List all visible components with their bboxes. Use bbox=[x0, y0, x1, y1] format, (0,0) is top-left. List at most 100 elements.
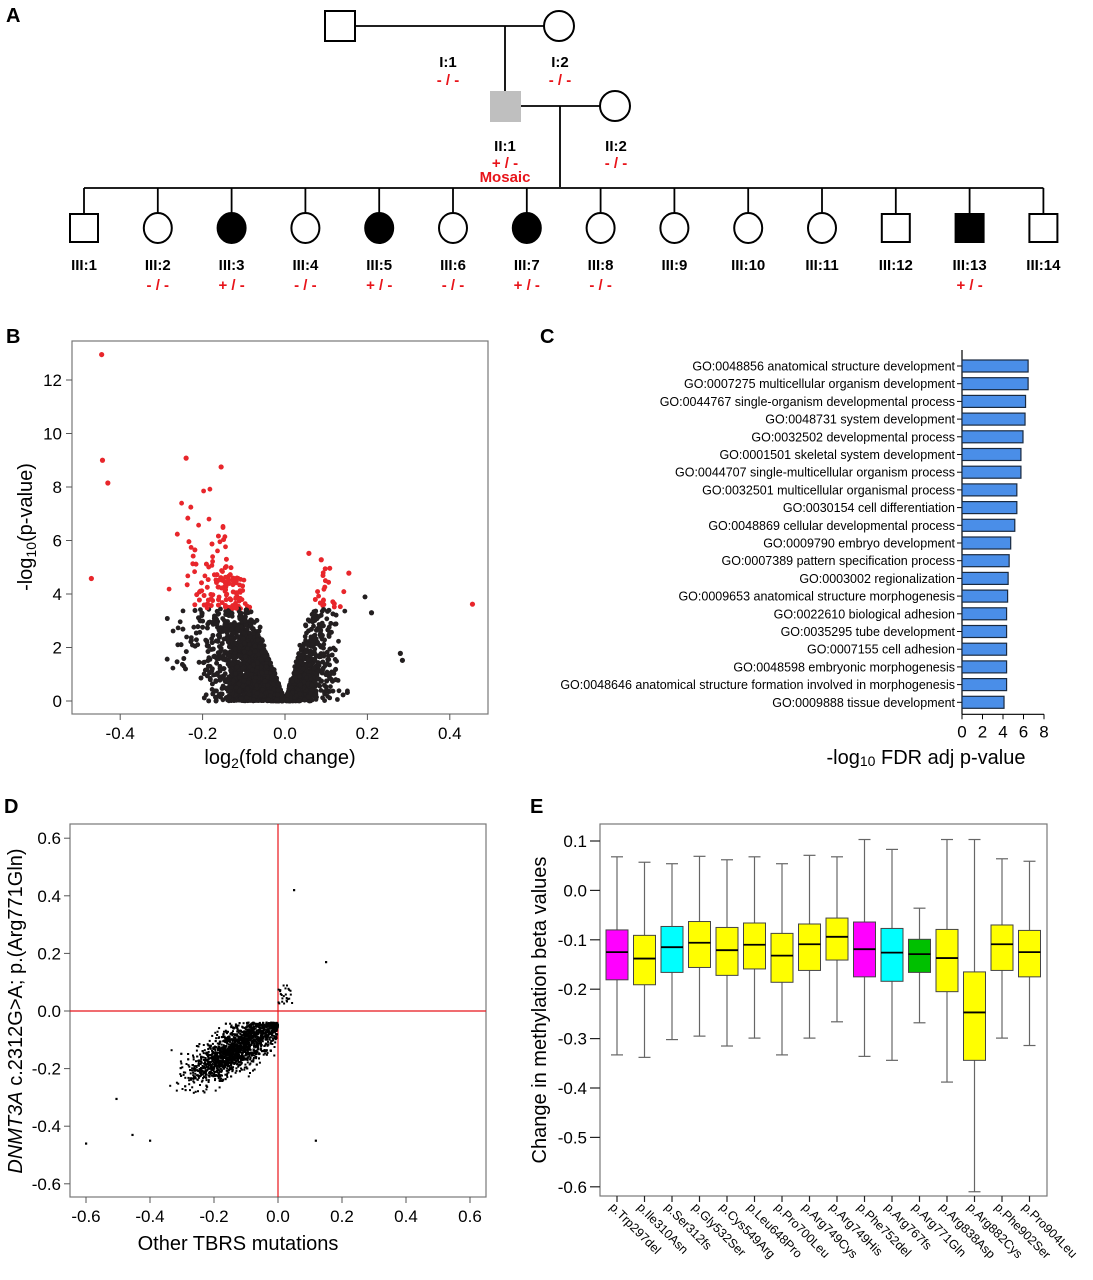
data-point bbox=[254, 618, 260, 623]
data-point bbox=[180, 662, 185, 667]
data-point bbox=[242, 601, 248, 606]
data-point bbox=[345, 690, 350, 695]
data-point bbox=[219, 686, 225, 691]
data-point bbox=[243, 674, 248, 680]
genotype-label: + / - bbox=[218, 277, 244, 294]
x-tick-label: 0.4 bbox=[438, 724, 462, 743]
data-point bbox=[317, 600, 323, 606]
data-point bbox=[170, 665, 176, 671]
panel-letter-d: D bbox=[4, 796, 18, 818]
data-point bbox=[326, 624, 332, 630]
data-point bbox=[175, 625, 181, 631]
data-point bbox=[327, 662, 332, 668]
genotype-label: + / - bbox=[492, 155, 518, 172]
data-point bbox=[211, 654, 217, 659]
individual-id: III:3 bbox=[219, 257, 245, 274]
data-point bbox=[316, 660, 322, 666]
data-point bbox=[232, 650, 238, 656]
data-point bbox=[232, 640, 238, 646]
pedigree-symbol-female bbox=[585, 212, 616, 244]
data-point bbox=[193, 630, 199, 636]
genotype-label: - / - bbox=[147, 277, 170, 294]
data-point bbox=[305, 617, 311, 623]
data-point bbox=[214, 638, 219, 644]
data-point bbox=[164, 656, 170, 662]
pedigree-symbol-female bbox=[599, 90, 631, 122]
data-point bbox=[210, 681, 215, 687]
data-point bbox=[238, 696, 244, 701]
data-point bbox=[241, 577, 247, 583]
panel-letter-e: E bbox=[530, 796, 543, 818]
data-point bbox=[200, 624, 206, 630]
data-point bbox=[322, 637, 327, 643]
data-point bbox=[318, 627, 323, 633]
data-point bbox=[185, 515, 191, 521]
data-point bbox=[217, 539, 223, 545]
individual-id: III:1 bbox=[71, 257, 97, 274]
data-point bbox=[256, 628, 262, 634]
data-point bbox=[331, 671, 337, 676]
data-point bbox=[218, 647, 224, 653]
panel-letter-a: A bbox=[6, 5, 20, 27]
pedigree-symbol-male bbox=[324, 10, 356, 42]
data-point bbox=[166, 586, 172, 592]
data-point bbox=[230, 582, 236, 588]
data-point bbox=[320, 573, 326, 578]
data-point bbox=[224, 556, 229, 562]
data-point bbox=[192, 602, 198, 608]
data-point bbox=[318, 634, 324, 639]
data-point bbox=[247, 642, 253, 647]
data-point bbox=[164, 616, 170, 621]
y-tick-label: 10 bbox=[43, 425, 62, 444]
data-point bbox=[205, 673, 210, 679]
data-point bbox=[326, 653, 331, 659]
data-point bbox=[191, 624, 197, 630]
data-point bbox=[230, 578, 236, 583]
data-point bbox=[309, 687, 315, 693]
pedigree-symbol-male bbox=[954, 213, 985, 243]
data-point bbox=[245, 646, 251, 652]
data-point bbox=[315, 589, 320, 594]
data-point bbox=[218, 606, 223, 612]
data-point bbox=[313, 671, 319, 676]
data-point bbox=[322, 663, 328, 668]
data-point bbox=[174, 659, 180, 665]
pedigree-symbol-female bbox=[290, 212, 321, 244]
data-point bbox=[206, 516, 212, 522]
data-point bbox=[324, 616, 330, 622]
mosaic-label: Mosaic bbox=[480, 169, 531, 186]
data-point bbox=[259, 637, 265, 643]
x-tick-label: 0.0 bbox=[273, 724, 297, 743]
data-point bbox=[336, 688, 342, 694]
data-point bbox=[221, 537, 227, 542]
data-point bbox=[318, 679, 324, 684]
individual-id: II:2 bbox=[605, 138, 627, 155]
data-point bbox=[261, 643, 267, 649]
data-point bbox=[227, 572, 233, 578]
individual-id: III:5 bbox=[366, 257, 392, 274]
data-point bbox=[342, 608, 348, 614]
data-point bbox=[220, 524, 226, 529]
data-point bbox=[328, 621, 334, 626]
data-point bbox=[322, 584, 328, 590]
data-point bbox=[197, 597, 202, 603]
data-point bbox=[208, 596, 214, 602]
data-point bbox=[216, 533, 221, 539]
data-point bbox=[210, 646, 216, 652]
pedigree-symbol-male bbox=[1028, 213, 1059, 243]
data-point bbox=[257, 624, 263, 630]
data-point bbox=[315, 682, 321, 688]
individual-id: III:7 bbox=[514, 257, 540, 274]
data-point bbox=[208, 603, 214, 608]
y-tick-label: 2 bbox=[53, 639, 62, 658]
data-point bbox=[303, 622, 308, 628]
data-point bbox=[219, 568, 225, 573]
data-point bbox=[240, 588, 246, 593]
data-point bbox=[184, 634, 190, 640]
data-point bbox=[314, 627, 319, 633]
data-point bbox=[210, 633, 216, 638]
data-point bbox=[331, 645, 336, 651]
data-point bbox=[230, 589, 236, 595]
